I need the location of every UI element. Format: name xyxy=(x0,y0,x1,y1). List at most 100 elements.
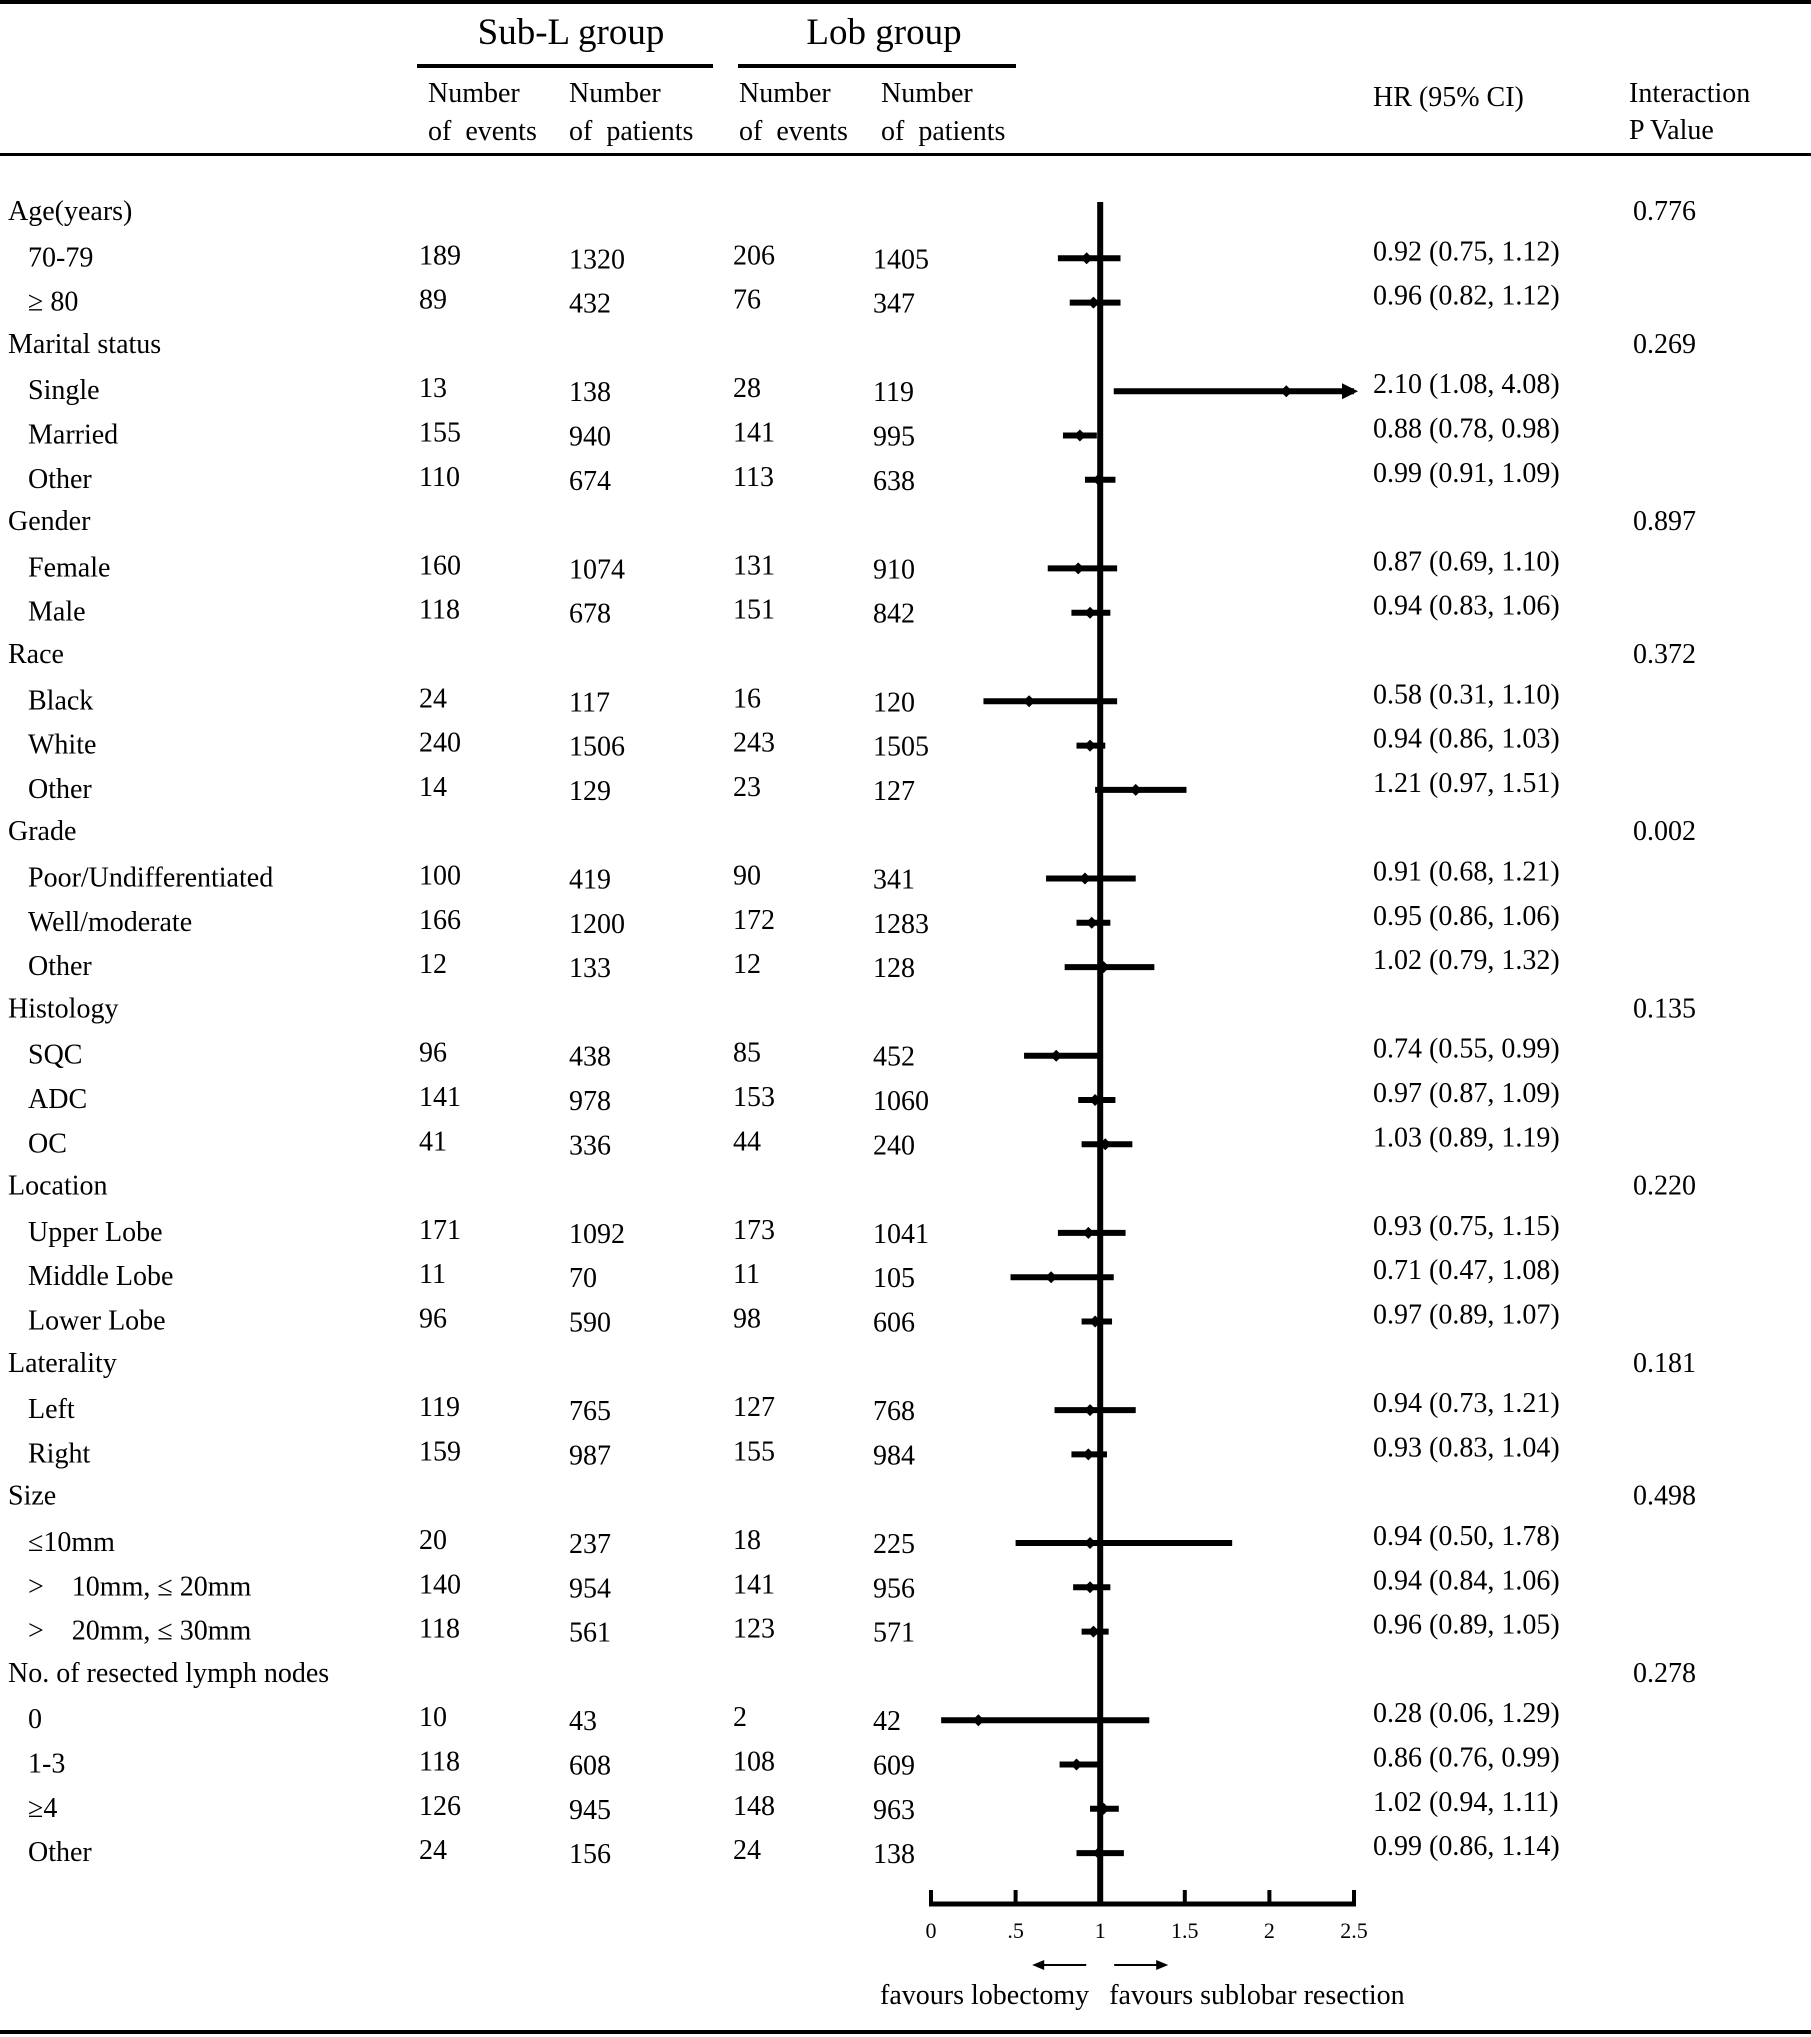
hr-point xyxy=(1084,739,1097,752)
x-axis: 0 .5 1 1.5 2 2.5 favours lobectomy favours subl… xyxy=(880,1890,1405,2011)
sub-l-events: 110 xyxy=(419,462,460,493)
sub-l-events: 12 xyxy=(419,949,447,980)
subgroup-label: ≥4 xyxy=(28,1793,57,1824)
favours-lobectomy-label: favours lobectomy xyxy=(880,1980,1089,2011)
lob-patients: 452 xyxy=(873,1042,915,1073)
subgroup-label: Other xyxy=(28,951,92,982)
interaction-p-value: 0.372 xyxy=(1633,639,1696,670)
sub-l-patients: 138 xyxy=(569,377,611,408)
header-lob-patients-1: Number xyxy=(881,78,973,109)
lob-patients: 606 xyxy=(873,1308,915,1339)
lob-patients: 956 xyxy=(873,1573,915,1604)
sub-l-patients: 1320 xyxy=(569,244,625,275)
interaction-p-value: 0.897 xyxy=(1633,506,1696,537)
lob-patients: 984 xyxy=(873,1440,915,1471)
group2-title: Lob group xyxy=(806,12,961,53)
lob-patients: 1060 xyxy=(873,1086,929,1117)
sub-l-patients: 43 xyxy=(569,1706,597,1737)
lob-events: 11 xyxy=(733,1259,760,1290)
lob-patients: 341 xyxy=(873,865,915,896)
sub-l-patients: 945 xyxy=(569,1795,611,1826)
hr-point xyxy=(1080,252,1093,265)
subgroup-label: Well/moderate xyxy=(28,907,192,938)
hr-ci-label: 0.28 (0.06, 1.29) xyxy=(1373,1698,1560,1729)
hr-point xyxy=(1084,606,1097,619)
group-label: Marital status xyxy=(8,329,161,360)
subgroup-label: Poor/Undifferentiated xyxy=(28,863,273,894)
hr-point xyxy=(1087,1625,1100,1638)
lob-events: 85 xyxy=(733,1038,761,1069)
lob-patients: 128 xyxy=(873,953,915,984)
lob-patients: 609 xyxy=(873,1751,915,1782)
sub-l-patients: 237 xyxy=(569,1529,611,1560)
hr-point xyxy=(1084,1404,1097,1417)
sub-l-patients: 129 xyxy=(569,776,611,807)
interaction-p-value: 0.220 xyxy=(1633,1171,1696,1202)
lob-patients: 42 xyxy=(873,1706,901,1737)
group1-underline xyxy=(417,64,713,68)
sub-l-events: 100 xyxy=(419,861,461,892)
sub-l-patients: 674 xyxy=(569,466,611,497)
group-label: Histology xyxy=(8,993,118,1024)
sub-l-events: 119 xyxy=(419,1392,460,1423)
sub-l-events: 189 xyxy=(419,240,461,271)
plot-area xyxy=(941,202,1358,1904)
sub-l-patients: 438 xyxy=(569,1042,611,1073)
lob-events: 141 xyxy=(733,1569,775,1600)
lob-events: 123 xyxy=(733,1614,775,1645)
sub-l-events: 171 xyxy=(419,1215,461,1246)
hr-ci-label: 0.99 (0.86, 1.14) xyxy=(1373,1831,1560,1862)
hr-ci-label: 0.87 (0.69, 1.10) xyxy=(1373,546,1560,577)
lob-events: 12 xyxy=(733,949,761,980)
lob-patients: 120 xyxy=(873,687,915,718)
lob-events: 206 xyxy=(733,240,775,271)
x-tick-label: 1 xyxy=(1095,1918,1106,1943)
sub-l-patients: 978 xyxy=(569,1086,611,1117)
subgroup-label: > 10mm, ≤ 20mm xyxy=(28,1571,251,1602)
header-pval-2: P Value xyxy=(1629,115,1714,146)
sub-l-patients: 156 xyxy=(569,1839,611,1870)
lob-patients: 105 xyxy=(873,1263,915,1294)
hr-point xyxy=(1078,872,1091,885)
lob-events: 24 xyxy=(733,1835,761,1866)
subgroup-label: Upper Lobe xyxy=(28,1217,163,1248)
hr-point xyxy=(1082,1226,1095,1239)
sub-l-patients: 954 xyxy=(569,1573,611,1604)
subgroup-label: Right xyxy=(28,1438,90,1469)
lob-events: 98 xyxy=(733,1304,761,1335)
lob-patients: 842 xyxy=(873,599,915,630)
sub-l-events: 118 xyxy=(419,595,460,626)
lob-events: 173 xyxy=(733,1215,775,1246)
lob-events: 76 xyxy=(733,285,761,316)
sub-l-events: 159 xyxy=(419,1436,461,1467)
hr-ci-label: 0.94 (0.84, 1.06) xyxy=(1373,1565,1560,1596)
lob-events: 44 xyxy=(733,1126,761,1157)
lob-events: 28 xyxy=(733,373,761,404)
lob-events: 155 xyxy=(733,1436,775,1467)
hr-point xyxy=(1082,1448,1095,1461)
lob-patients: 963 xyxy=(873,1795,915,1826)
lob-patients: 225 xyxy=(873,1529,915,1560)
sub-l-events: 140 xyxy=(419,1569,461,1600)
group-label: Laterality xyxy=(8,1348,117,1379)
sub-l-patients: 590 xyxy=(569,1308,611,1339)
lob-patients: 638 xyxy=(873,466,915,497)
interaction-p-value: 0.498 xyxy=(1633,1481,1696,1512)
hr-point xyxy=(1023,695,1036,708)
sub-l-patients: 1506 xyxy=(569,732,625,763)
hr-point xyxy=(1073,429,1086,442)
hr-point xyxy=(1070,1758,1083,1771)
sub-l-patients: 432 xyxy=(569,289,611,320)
arrow-right-icon xyxy=(1156,1960,1169,1970)
lob-patients: 119 xyxy=(873,377,914,408)
hr-ci-label: 0.94 (0.83, 1.06) xyxy=(1373,591,1560,622)
lob-events: 153 xyxy=(733,1082,775,1113)
x-tick-label: 1.5 xyxy=(1171,1918,1199,1943)
subgroup-label: ≥ 80 xyxy=(28,287,78,318)
subgroup-label: ADC xyxy=(28,1084,87,1115)
header-lob-events-1: Number xyxy=(739,78,831,109)
hr-ci-label: 1.02 (0.94, 1.11) xyxy=(1373,1787,1559,1818)
sub-l-patients: 1200 xyxy=(569,909,625,940)
header-lob-events-2: of events xyxy=(739,116,848,147)
